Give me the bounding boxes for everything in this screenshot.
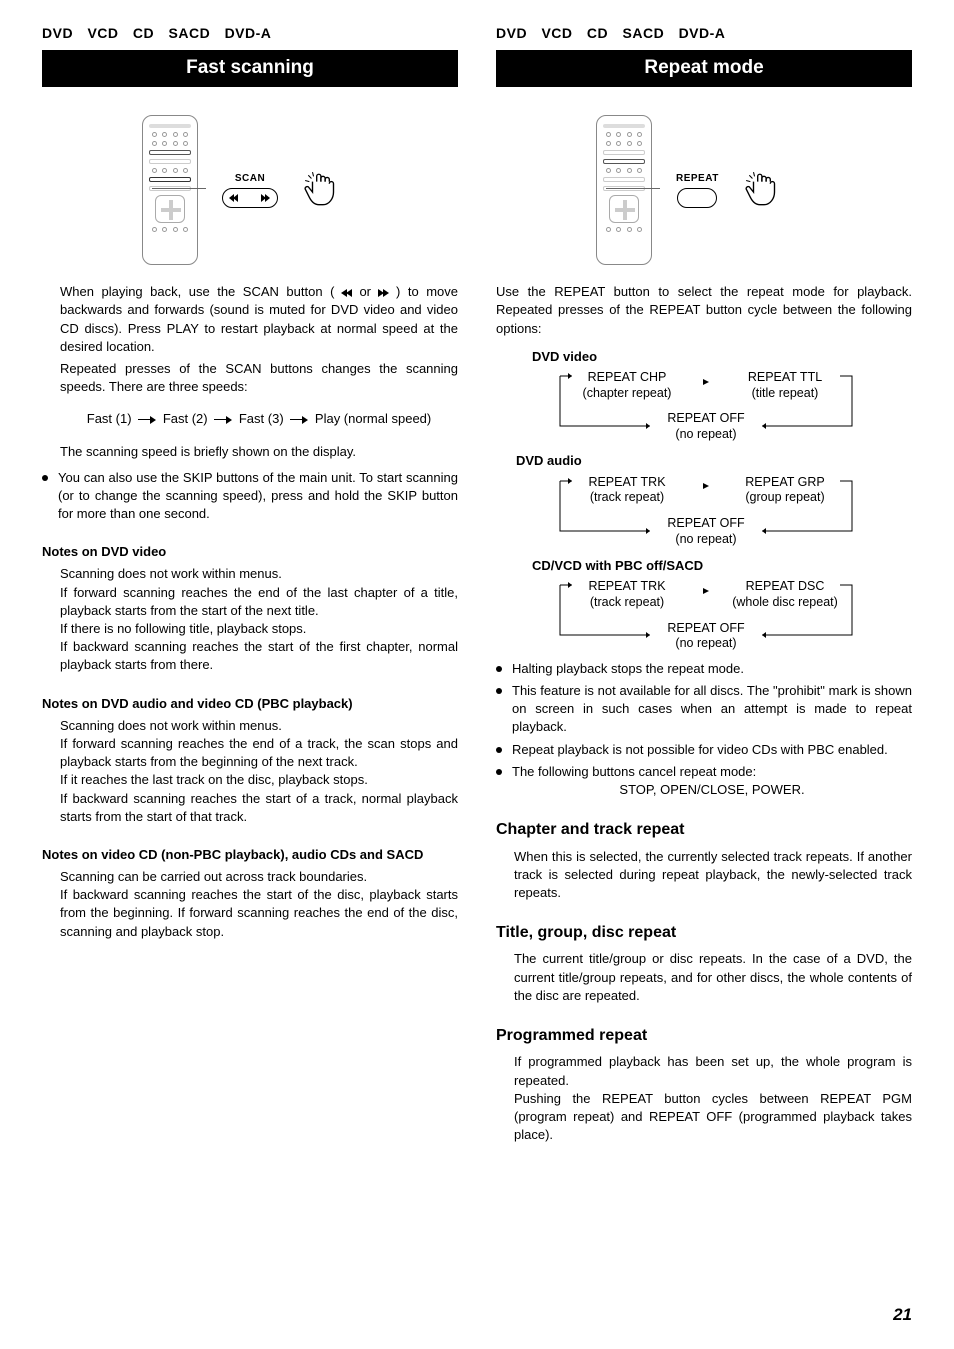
- right-column: DVD VCD CD SACD DVD-A Repeat mode REPEAT: [496, 24, 912, 1144]
- leader-line: [606, 188, 660, 189]
- remote-icon: [142, 115, 198, 265]
- scan-button-icon: [222, 188, 278, 208]
- list-item: Halting playback stops the repeat mode.: [496, 660, 912, 678]
- format-badges-right: DVD VCD CD SACD DVD-A: [496, 24, 912, 44]
- cycle-diagram-cd-vcd-sacd: REPEAT TRK (track repeat) REPEAT DSC (wh…: [556, 579, 856, 652]
- bullet-list-left: You can also use the SKIP buttons of the…: [42, 469, 458, 524]
- section-programmed-body: If programmed playback has been set up, …: [514, 1053, 912, 1144]
- list-item: This feature is not available for all di…: [496, 682, 912, 737]
- list-item: The following buttons cancel repeat mode…: [496, 763, 912, 799]
- list-item: You can also use the SKIP buttons of the…: [42, 469, 458, 524]
- remote-illustration-right: REPEAT: [496, 115, 912, 265]
- speed-sequence: Fast (1) Fast (2) Fast (3) Play (normal …: [60, 410, 458, 428]
- para-repeat-intro: Use the REPEAT button to select the repe…: [496, 283, 912, 338]
- cycle-title-dvd-video: DVD video: [532, 348, 912, 366]
- scan-back-icon: [342, 289, 352, 297]
- section-title-right: Repeat mode: [496, 50, 912, 88]
- repeat-button-label: REPEAT: [676, 172, 719, 186]
- cycle-diagram-dvd-audio: REPEAT TRK (track repeat) REPEAT GRP (gr…: [556, 475, 856, 548]
- remote-illustration-left: SCAN: [42, 115, 458, 265]
- arrow-icon: [138, 416, 156, 424]
- press-hand-icon: [302, 169, 344, 211]
- arrow-icon: [290, 416, 308, 424]
- remote-icon: [596, 115, 652, 265]
- bullet-list-right: Halting playback stops the repeat mode. …: [496, 660, 912, 799]
- arrow-icon: [703, 588, 709, 594]
- cycle-title-dvd-audio: DVD audio: [516, 452, 912, 470]
- cancel-buttons-line: STOP, OPEN/CLOSE, POWER.: [512, 781, 912, 799]
- scan-fwd-icon: [379, 289, 389, 297]
- arrow-icon: [214, 416, 232, 424]
- format-badges-left: DVD VCD CD SACD DVD-A: [42, 24, 458, 44]
- page-number: 21: [893, 1303, 912, 1327]
- scan-button-label: SCAN: [235, 172, 265, 186]
- arrow-icon: [703, 379, 709, 385]
- rewind-icon: [230, 194, 238, 202]
- notes-dvd-audio-vcd: Notes on DVD audio and video CD (PBC pla…: [42, 695, 458, 826]
- left-column: DVD VCD CD SACD DVD-A Fast scanning SCAN: [42, 24, 458, 1144]
- page-columns: DVD VCD CD SACD DVD-A Fast scanning SCAN: [42, 24, 912, 1144]
- section-title-group-disc: Title, group, disc repeat: [496, 922, 912, 944]
- section-chapter-track: Chapter and track repeat: [496, 819, 912, 841]
- section-programmed: Programmed repeat: [496, 1025, 912, 1047]
- repeat-button-icon: [677, 188, 717, 208]
- cycle-diagram-dvd-video: REPEAT CHP (chapter repeat) REPEAT TTL (…: [556, 370, 856, 443]
- cycle-title-cd-vcd-sacd: CD/VCD with PBC off/SACD: [532, 557, 912, 575]
- forward-icon: [262, 194, 270, 202]
- arrow-icon: [703, 483, 709, 489]
- para-scan-intro: When playing back, use the SCAN button (…: [60, 283, 458, 356]
- para-scan-speeds: Repeated presses of the SCAN buttons cha…: [60, 360, 458, 396]
- section-title-left: Fast scanning: [42, 50, 458, 88]
- press-hand-icon: [743, 169, 785, 211]
- notes-vcd-cd-sacd: Notes on video CD (non-PBC playback), au…: [42, 846, 458, 941]
- para-scan-display: The scanning speed is briefly shown on t…: [60, 443, 458, 461]
- notes-dvd-video: Notes on DVD video Scanning does not wor…: [42, 543, 458, 674]
- list-item: Repeat playback is not possible for vide…: [496, 741, 912, 759]
- leader-line: [152, 188, 206, 189]
